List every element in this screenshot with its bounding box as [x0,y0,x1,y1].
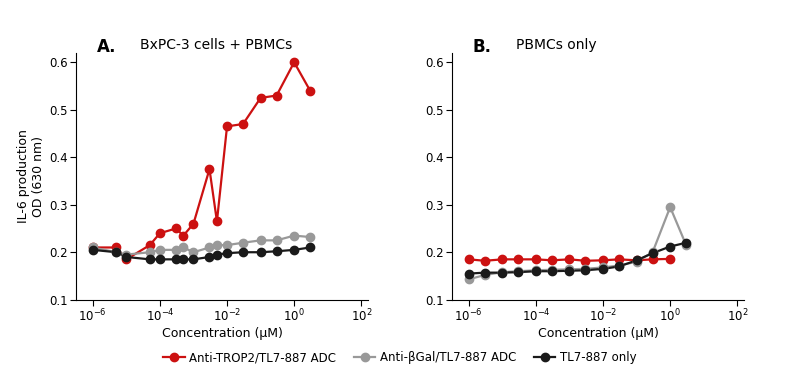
Point [210,218,223,224]
Point [187,249,200,255]
Point [512,268,525,274]
Point [270,92,283,98]
Point [304,234,317,240]
Point [154,230,166,236]
Point [579,266,592,272]
Point [237,249,250,255]
Point [496,269,509,275]
Point [237,121,250,127]
Point [530,268,542,274]
Point [630,257,643,263]
Point [210,242,223,248]
Point [110,244,122,250]
Point [462,256,475,262]
Legend: Anti-TROP2/TL7-887 ADC, Anti-βGal/TL7-887 ADC, TL7-887 only: Anti-TROP2/TL7-887 ADC, Anti-βGal/TL7-88… [158,347,642,369]
Point [546,257,558,263]
Point [270,248,283,254]
Point [210,251,223,257]
Point [177,244,190,250]
Text: A.: A. [97,38,116,56]
Point [187,221,200,227]
Point [187,256,200,262]
Point [579,258,592,264]
Point [478,272,491,278]
Point [177,233,190,239]
Text: BxPC-3 cells + PBMCs: BxPC-3 cells + PBMCs [140,38,293,52]
Point [143,242,156,248]
Point [630,259,643,265]
Point [304,88,317,94]
Point [110,249,122,255]
Point [664,204,677,210]
Point [237,240,250,246]
Point [120,254,133,260]
Point [512,269,525,275]
Point [221,250,234,256]
Point [680,242,693,248]
Point [530,256,542,262]
Point [203,166,216,172]
Point [579,267,592,273]
Point [680,240,693,246]
Point [221,242,234,248]
Point [170,247,182,253]
Point [646,256,659,262]
Point [597,264,610,270]
Point [613,256,626,262]
X-axis label: Concentration (μM): Concentration (μM) [538,328,658,340]
Point [110,249,122,255]
Point [288,247,301,253]
Point [512,256,525,262]
Point [120,251,133,257]
Point [254,95,267,101]
Point [530,267,542,273]
Point [143,249,156,255]
Point [613,262,626,268]
Point [288,59,301,65]
Text: PBMCs only: PBMCs only [516,38,597,52]
Point [203,254,216,260]
Point [462,271,475,277]
Point [203,244,216,250]
Point [154,247,166,253]
Point [86,244,99,250]
Point [597,266,610,272]
X-axis label: Concentration (μM): Concentration (μM) [162,328,282,340]
Point [646,250,659,256]
Point [120,256,133,262]
Point [496,270,509,276]
Point [143,256,156,262]
Point [86,244,99,250]
Point [221,123,234,129]
Point [254,238,267,244]
Point [170,256,182,262]
Point [546,268,558,274]
Point [86,247,99,253]
Point [563,268,576,274]
Point [646,249,659,255]
Text: B.: B. [473,38,491,56]
Point [462,276,475,282]
Point [288,233,301,239]
Point [304,244,317,250]
Point [270,238,283,244]
Point [664,244,677,250]
Point [478,270,491,276]
Point [254,249,267,255]
Point [664,256,677,262]
Point [478,258,491,264]
Point [613,264,626,270]
Point [170,225,182,231]
Point [630,257,643,263]
Point [563,256,576,262]
Point [546,267,558,273]
Point [563,266,576,272]
Point [597,257,610,263]
Point [496,256,509,262]
Y-axis label: IL-6 production
OD (630 nm): IL-6 production OD (630 nm) [17,129,45,223]
Point [154,256,166,262]
Point [177,256,190,262]
